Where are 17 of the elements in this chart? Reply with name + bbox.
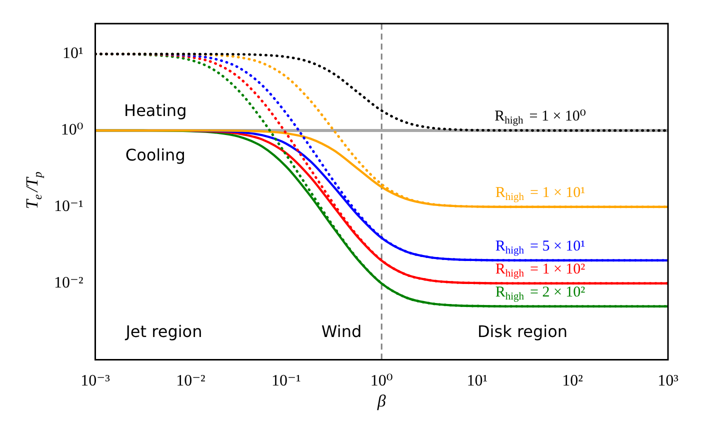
x-tick-label: 10³ — [658, 372, 679, 390]
x-axis-title: β — [376, 391, 386, 410]
y-tick-label: 10⁻¹ — [54, 198, 84, 216]
y-tick-label: 10¹ — [62, 45, 84, 62]
x-tick-label: 10⁻³ — [80, 372, 110, 390]
annotation: Jet region — [124, 322, 202, 342]
x-tick-label: 10⁰ — [370, 372, 393, 390]
x-tick-label: 10⁻² — [176, 372, 206, 390]
annotation: Cooling — [125, 146, 186, 165]
annotation: Disk region — [477, 322, 568, 342]
x-tick-label: 10⁻¹ — [272, 372, 301, 390]
annotation: Wind — [321, 322, 362, 342]
y-tick-label: 10⁻² — [54, 274, 84, 292]
x-tick-label: 10² — [562, 372, 584, 390]
x-tick-label: 10¹ — [466, 372, 488, 390]
y-tick-label: 10⁰ — [60, 122, 84, 139]
annotation: Heating — [124, 101, 187, 120]
